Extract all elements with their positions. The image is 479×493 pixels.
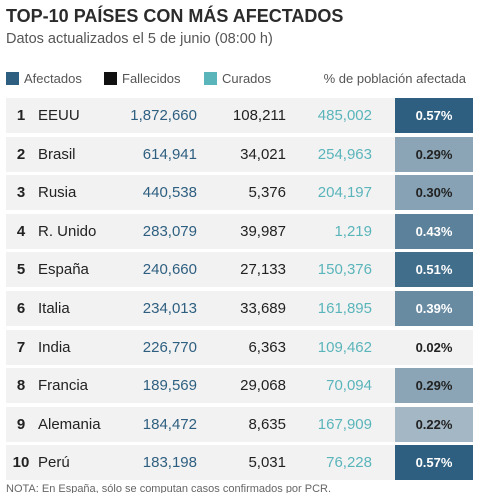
pct-heat-cell: 0.51% <box>395 252 473 288</box>
table-row: 9 Alemania 184,472 8,635 167,909 0.22% <box>6 406 473 442</box>
rank-label: 6 <box>16 299 26 317</box>
legend-swatch-afectados <box>6 72 19 85</box>
table-row: 1 EEUU 1,872,660 108,211 485,002 0.57% <box>6 98 473 133</box>
legend-label-pct: % de población afectada <box>323 71 466 86</box>
pct-value: 0.57% <box>415 455 453 471</box>
pct-value: 0.02% <box>415 339 453 355</box>
pct-heat-cell: 0.30% <box>395 175 473 211</box>
fallecidos-value: 108,211 <box>232 107 286 124</box>
pct-value: 0.30% <box>415 185 453 201</box>
afectados-value: 184,472 <box>142 415 197 433</box>
rank-label: 3 <box>16 184 26 202</box>
table-row: 8 Francia 189,569 29,068 70,094 0.29% <box>6 368 473 404</box>
table-row: 10 Perú 183,198 5,031 76,228 0.57% <box>6 445 473 481</box>
footer-note: NOTA: En España, sólo se computan casos … <box>6 483 332 493</box>
pct-value: 0.51% <box>415 262 453 278</box>
afectados-value: 183,198 <box>142 454 197 472</box>
curados-value: 109,462 <box>317 338 372 356</box>
rank-label: 5 <box>16 261 26 279</box>
afectados-value: 614,941 <box>142 145 197 163</box>
fallecidos-value: 27,133 <box>240 261 286 279</box>
legend-label-fallecidos: Fallecidos <box>122 71 181 86</box>
curados-value: 204,197 <box>317 184 372 202</box>
rank-label: 10 <box>12 454 30 472</box>
legend-swatch-curados <box>204 72 217 85</box>
curados-value: 150,376 <box>317 261 372 279</box>
fallecidos-value: 39,987 <box>240 222 286 240</box>
chart-subtitle: Datos actualizados el 5 de junio (08:00 … <box>6 31 273 47</box>
curados-value: 254,963 <box>317 145 372 163</box>
country-label: EEUU <box>38 107 80 124</box>
table-row: 6 Italia 234,013 33,689 161,895 0.39% <box>6 290 473 326</box>
curados-value: 1,219 <box>334 222 372 240</box>
country-label: España <box>38 261 89 279</box>
pct-value: 0.57% <box>415 108 453 123</box>
legend-item-fallecidos: Fallecidos <box>104 71 181 86</box>
curados-value: 167,909 <box>317 415 372 433</box>
country-label: India <box>38 338 71 356</box>
fallecidos-value: 34,021 <box>240 145 286 163</box>
pct-value: 0.43% <box>415 223 453 239</box>
fallecidos-value: 6,363 <box>248 338 286 356</box>
fallecidos-value: 8,635 <box>248 415 286 433</box>
pct-value: 0.29% <box>415 146 453 162</box>
data-table: 1 EEUU 1,872,660 108,211 485,002 0.57% 2 Brasil… <box>6 98 473 484</box>
legend-swatch-fallecidos <box>104 72 117 85</box>
pct-heat-cell: 0.57% <box>395 445 473 481</box>
afectados-value: 440,538 <box>142 184 197 202</box>
table-row: 5 España 240,660 27,133 150,376 0.51% <box>6 252 473 288</box>
curados-value: 70,094 <box>326 377 372 395</box>
curados-value: 161,895 <box>317 299 372 317</box>
legend-item-afectados: Afectados <box>6 71 82 86</box>
country-label: Brasil <box>38 145 76 163</box>
pct-heat-cell: 0.43% <box>395 213 473 249</box>
country-label: Francia <box>38 377 89 395</box>
pct-value: 0.29% <box>415 378 453 394</box>
curados-value: 76,228 <box>326 454 372 472</box>
chart-title: TOP-10 PAÍSES CON MÁS AFECTADOS <box>6 6 344 26</box>
afectados-value: 283,079 <box>142 222 197 240</box>
rank-label: 8 <box>16 377 26 395</box>
pct-heat-cell: 0.57% <box>395 98 473 133</box>
afectados-value: 1,872,660 <box>130 107 197 124</box>
pct-heat-cell: 0.22% <box>395 406 473 442</box>
pct-heat-cell: 0.39% <box>395 290 473 326</box>
curados-value: 485,002 <box>317 107 372 124</box>
pct-value: 0.39% <box>415 300 453 316</box>
afectados-value: 240,660 <box>142 261 197 279</box>
table-row: 7 India 226,770 6,363 109,462 0.02% <box>6 329 473 365</box>
pct-value: 0.22% <box>415 416 453 432</box>
pct-heat-cell: 0.02% <box>395 329 473 365</box>
fallecidos-value: 29,068 <box>240 377 286 395</box>
legend-item-curados: Curados <box>204 71 271 86</box>
legend-label-curados: Curados <box>222 71 272 86</box>
table-row: 3 Rusia 440,538 5,376 204,197 0.30% <box>6 175 473 211</box>
country-label: R. Unido <box>38 222 97 240</box>
fallecidos-value: 33,689 <box>240 299 286 317</box>
country-label: Italia <box>38 299 70 317</box>
rank-label: 4 <box>16 222 26 240</box>
country-label: Perú <box>38 454 70 472</box>
rank-label: 2 <box>16 145 26 163</box>
afectados-value: 189,569 <box>142 377 197 395</box>
country-label: Alemania <box>38 415 101 433</box>
rank-label: 9 <box>16 415 26 433</box>
afectados-value: 226,770 <box>142 338 197 356</box>
table-row: 2 Brasil 614,941 34,021 254,963 0.29% <box>6 136 473 172</box>
table-row: 4 R. Unido 283,079 39,987 1,219 0.43% <box>6 213 473 249</box>
legend: Afectados Fallecidos Curados % de poblac… <box>6 71 476 87</box>
pct-heat-cell: 0.29% <box>395 136 473 172</box>
pct-heat-cell: 0.29% <box>395 368 473 404</box>
fallecidos-value: 5,376 <box>248 184 286 202</box>
rank-label: 1 <box>16 107 26 124</box>
afectados-value: 234,013 <box>142 299 197 317</box>
legend-label-afectados: Afectados <box>24 71 82 86</box>
country-label: Rusia <box>38 184 77 202</box>
rank-label: 7 <box>16 338 26 356</box>
fallecidos-value: 5,031 <box>248 454 286 472</box>
